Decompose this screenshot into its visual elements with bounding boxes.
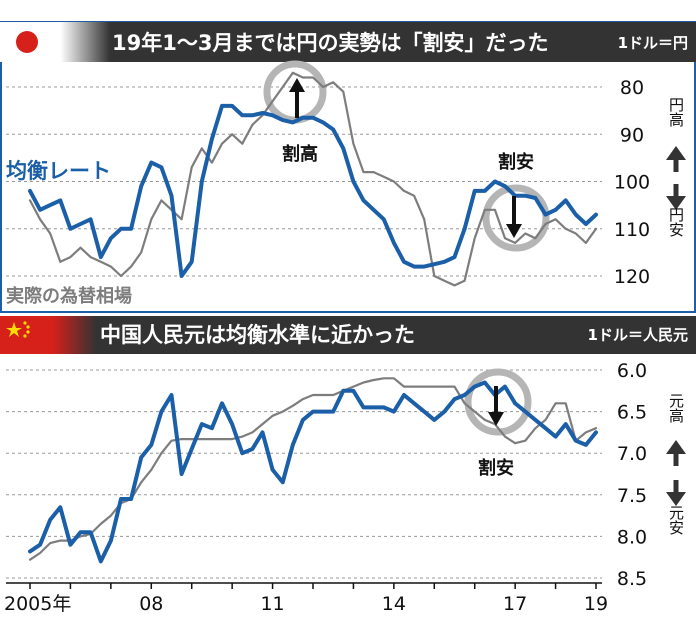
panel-japan: 19年1～3月までは円の実勢は「割安」だった 1ドル＝円 80 90 100 110 1… (0, 21, 696, 313)
y-tick-label: 100 (614, 172, 650, 194)
highlight-circle-undervalued-cn (464, 368, 532, 436)
legend-fair-rate: 均衡レート (6, 159, 111, 183)
y-tick-label: 90 (620, 124, 644, 146)
y-tick-label: 110 (614, 219, 650, 241)
x-tick-label: 19 (584, 593, 608, 615)
yen-strong-label: 円高 (667, 97, 685, 127)
x-ticks: 2005年 08 11 14 17 19 (4, 582, 608, 615)
series-line-actual-rate (28, 71, 598, 287)
y-tick-label: 8.5 (617, 568, 647, 590)
chart-title-china: 中国人民元は均衡水準に近かった (100, 323, 415, 347)
title-bar-japan (0, 22, 696, 62)
x-tick-label: 2005年 (4, 593, 71, 615)
arrow-down-icon (506, 196, 522, 238)
unit-label-japan: 1ドル＝円 (618, 34, 688, 52)
y-tick-label: 7.0 (617, 443, 647, 465)
annotation-undervalued-cn: 割安 (478, 457, 514, 479)
arrow-yen-strong-icon (666, 146, 686, 172)
china-flag-icon (6, 321, 30, 338)
arrow-up-icon (289, 78, 305, 118)
series-china (28, 377, 598, 564)
legend-actual-rate: 実際の為替相場 (6, 285, 132, 307)
series-japan (28, 71, 598, 287)
y-tick-label: 120 (614, 266, 650, 288)
arrow-down-cn-icon (488, 386, 504, 426)
x-tick-label: 08 (139, 593, 163, 615)
y-tick-label: 80 (620, 77, 644, 99)
y-ticks-japan: 80 90 100 110 120 (614, 77, 650, 288)
y-ticks-china: 6.0 6.5 7.0 7.5 8.0 8.5 (617, 360, 647, 590)
annotation-overvalued: 割高 (282, 143, 318, 165)
panel-china: 中国人民元は均衡水準に近かった 1ドル＝人民元 6.0 6.5 7.0 7.5 8.0 8… (0, 316, 696, 615)
yen-weak-label: 円安 (667, 207, 685, 237)
highlight-circle-undervalued-jp (482, 184, 550, 252)
y-tick-label: 6.0 (617, 360, 647, 382)
arrow-yuan-weak-icon (666, 480, 686, 506)
x-tick-label: 14 (382, 593, 406, 615)
series-line-fair-rate (28, 103, 598, 278)
series-line-actual-rate (28, 377, 598, 561)
china-flag-bg (0, 316, 96, 354)
y-tick-label: 8.0 (617, 526, 647, 548)
japan-flag-icon (16, 31, 38, 53)
unit-label-china: 1ドル＝人民元 (588, 326, 688, 344)
yuan-strong-label: 元高 (667, 393, 685, 423)
arrow-yen-weak-icon (666, 184, 686, 210)
y-tick-label: 6.5 (617, 402, 647, 424)
y-tick-label: 7.5 (617, 485, 647, 507)
chart-title-japan: 19年1～3月までは円の実勢は「割安」だった (112, 31, 548, 55)
x-tick-label: 11 (260, 593, 284, 615)
arrow-yuan-strong-icon (666, 440, 686, 466)
series-line-fair-rate (28, 380, 598, 564)
annotation-undervalued-jp: 割安 (498, 151, 534, 173)
yuan-weak-label: 元安 (667, 505, 685, 535)
title-bar-china (0, 316, 696, 354)
x-tick-label: 17 (503, 593, 527, 615)
